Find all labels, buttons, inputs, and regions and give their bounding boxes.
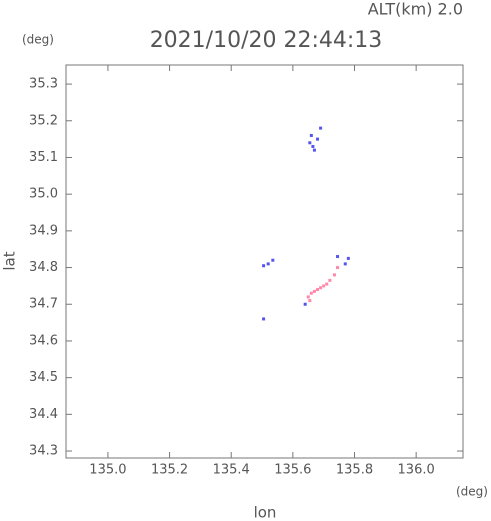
echo-point xyxy=(336,255,340,259)
x-tick-label: 135.4 xyxy=(213,463,250,478)
y-tick-label: 34.3 xyxy=(29,444,58,459)
x-tick-label: 136.0 xyxy=(398,463,435,478)
echo-point xyxy=(343,262,347,266)
echo-point xyxy=(312,148,316,152)
plot-frame xyxy=(65,64,464,459)
y-tick-label: 35.1 xyxy=(29,150,58,165)
y-tick-label: 35.2 xyxy=(29,113,58,128)
y-tick-label: 34.4 xyxy=(29,407,58,422)
echo-point xyxy=(306,295,310,299)
echo-point xyxy=(312,289,316,293)
echo-point xyxy=(322,284,326,288)
echo-point xyxy=(308,141,312,145)
echo-point xyxy=(262,317,266,321)
echo-point xyxy=(311,144,315,148)
x-tick-label: 135.2 xyxy=(151,463,188,478)
echo-point xyxy=(332,273,336,277)
chart-title: 2021/10/20 22:44:13 xyxy=(150,28,383,53)
x-tick-label: 135.6 xyxy=(274,463,311,478)
echo-point xyxy=(316,288,320,292)
echo-point xyxy=(309,133,313,137)
echo-point xyxy=(319,126,323,130)
y-axis-label: lat xyxy=(1,251,19,270)
echo-point xyxy=(309,291,313,295)
echo-point xyxy=(346,256,350,260)
y-tick-label: 35.3 xyxy=(29,77,58,92)
y-tick-label: 34.8 xyxy=(29,260,58,275)
y-tick-label: 35.0 xyxy=(29,187,58,202)
y-tick-label: 34.5 xyxy=(29,370,58,385)
echo-point xyxy=(325,282,329,286)
altitude-label: ALT(km) 2.0 xyxy=(368,0,463,19)
y-tick-label: 34.7 xyxy=(29,297,58,312)
echo-point xyxy=(262,264,266,268)
echo-point xyxy=(266,262,270,266)
y-tick-label: 34.6 xyxy=(29,333,58,348)
echo-point xyxy=(303,302,307,306)
echo-point xyxy=(319,286,323,290)
x-tick-label: 135.8 xyxy=(336,463,373,478)
y-tick-label: 34.9 xyxy=(29,223,58,238)
x-axis-label: lon xyxy=(254,504,277,521)
echo-point xyxy=(316,137,320,141)
x-unit: (deg) xyxy=(456,485,488,499)
echo-point xyxy=(336,266,340,270)
echo-point xyxy=(308,299,312,303)
y-unit: (deg) xyxy=(22,33,54,47)
echo-point xyxy=(271,258,275,262)
echo-point xyxy=(328,278,332,282)
x-tick-label: 135.0 xyxy=(89,463,126,478)
